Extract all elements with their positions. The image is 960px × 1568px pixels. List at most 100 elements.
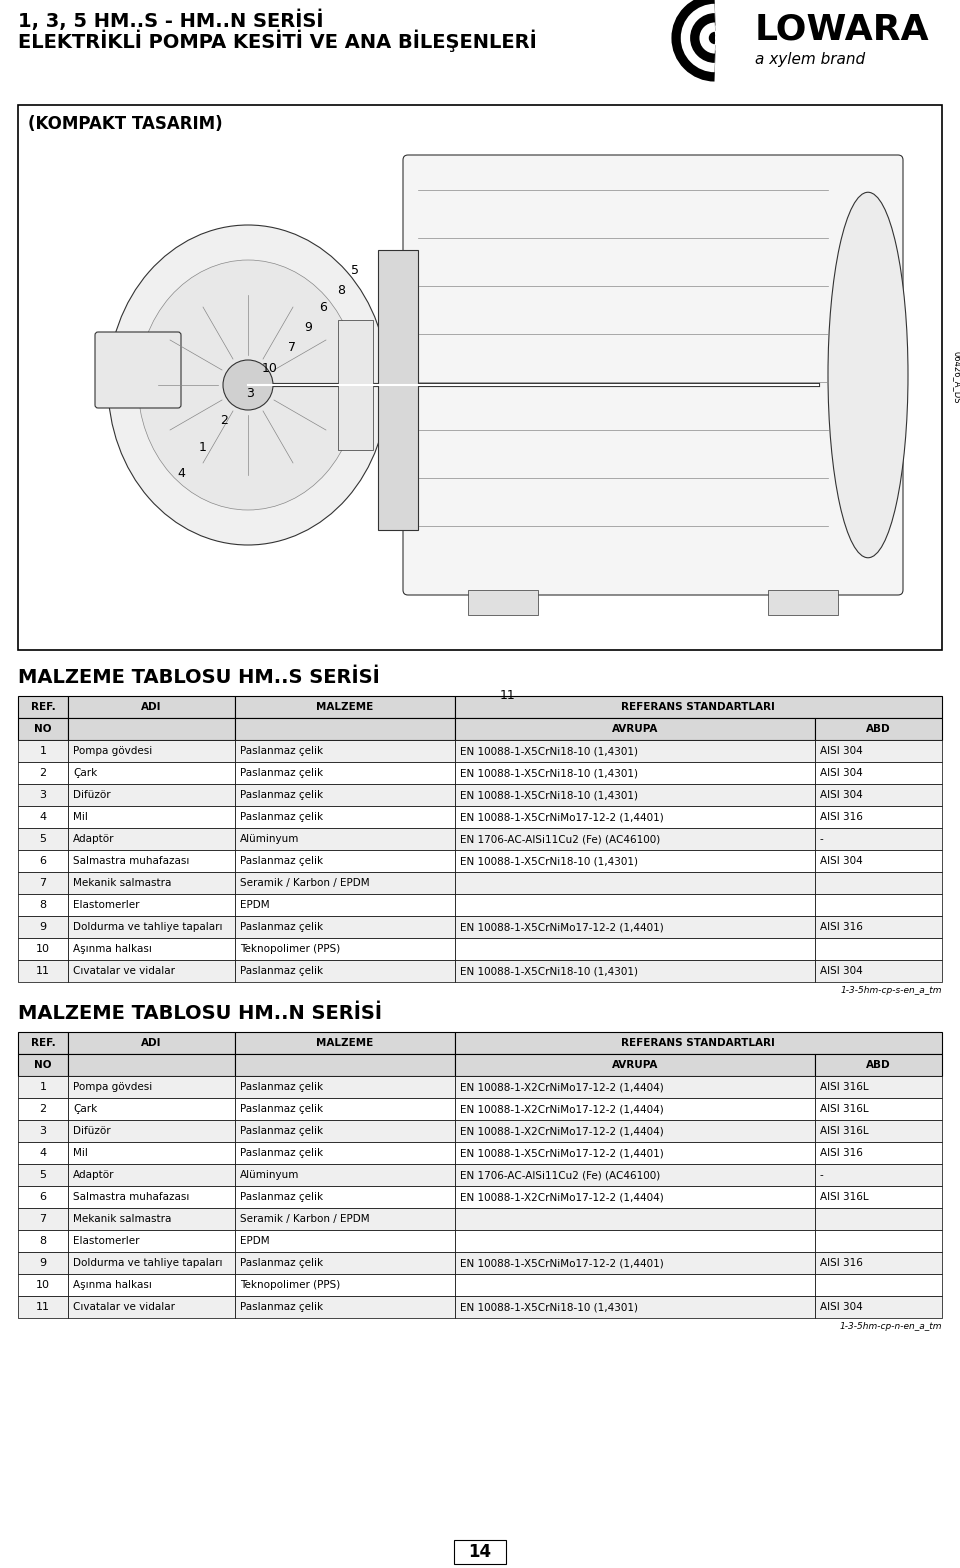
Bar xyxy=(815,784,942,806)
Text: EN 10088-1-X2CrNiMo17-12-2 (1,4404): EN 10088-1-X2CrNiMo17-12-2 (1,4404) xyxy=(460,1192,663,1203)
Bar xyxy=(235,1076,455,1098)
Bar xyxy=(235,1142,455,1163)
Text: Paslanmaz çelik: Paslanmaz çelik xyxy=(240,1126,324,1135)
Bar xyxy=(18,960,68,982)
Text: Paslanmaz çelik: Paslanmaz çelik xyxy=(240,812,324,822)
Text: AISI 304: AISI 304 xyxy=(820,768,863,778)
Text: Paslanmaz çelik: Paslanmaz çelik xyxy=(240,1082,324,1091)
Text: Alüminyum: Alüminyum xyxy=(240,1170,300,1181)
Text: ADI: ADI xyxy=(141,702,161,712)
Bar xyxy=(455,1163,815,1185)
Text: 8: 8 xyxy=(39,900,47,909)
Bar xyxy=(815,1163,942,1185)
Bar xyxy=(235,696,455,718)
Text: (KOMPAKT TASARIM): (KOMPAKT TASARIM) xyxy=(28,114,223,133)
Bar xyxy=(235,1207,455,1229)
Bar xyxy=(815,1273,942,1297)
Text: AISI 316: AISI 316 xyxy=(820,1148,863,1159)
Bar xyxy=(68,762,235,784)
Text: 5: 5 xyxy=(39,834,46,844)
Text: EN 10088-1-X5CrNi18-10 (1,4301): EN 10088-1-X5CrNi18-10 (1,4301) xyxy=(460,768,638,778)
Bar xyxy=(68,850,235,872)
Bar xyxy=(18,1054,68,1076)
Text: Salmastra muhafazası: Salmastra muhafazası xyxy=(73,856,189,866)
Bar xyxy=(18,916,68,938)
Bar xyxy=(455,916,815,938)
Text: Doldurma ve tahliye tapaları: Doldurma ve tahliye tapaları xyxy=(73,922,223,931)
Text: 5: 5 xyxy=(351,263,359,276)
Bar xyxy=(455,1054,815,1076)
Text: Çark: Çark xyxy=(73,1104,97,1113)
Text: AISI 304: AISI 304 xyxy=(820,790,863,800)
Text: 3: 3 xyxy=(246,386,254,400)
Bar xyxy=(18,806,68,828)
Bar xyxy=(18,1207,68,1229)
Bar xyxy=(18,1229,68,1251)
Text: EN 10088-1-X5CrNi18-10 (1,4301): EN 10088-1-X5CrNi18-10 (1,4301) xyxy=(460,966,638,975)
Text: AISI 304: AISI 304 xyxy=(820,746,863,756)
Bar xyxy=(455,1185,815,1207)
Bar xyxy=(235,960,455,982)
Bar xyxy=(235,850,455,872)
Text: 1, 3, 5 HM..S - HM..N SERİSİ: 1, 3, 5 HM..S - HM..N SERİSİ xyxy=(18,9,324,31)
Text: Mil: Mil xyxy=(73,1148,88,1159)
Circle shape xyxy=(223,361,273,409)
Text: NO: NO xyxy=(35,1060,52,1069)
Bar xyxy=(18,1273,68,1297)
Bar xyxy=(815,1054,942,1076)
Bar xyxy=(18,1120,68,1142)
Bar xyxy=(18,696,68,718)
Text: REFERANS STANDARTLARI: REFERANS STANDARTLARI xyxy=(621,1038,775,1047)
Text: REFERANS STANDARTLARI: REFERANS STANDARTLARI xyxy=(621,702,775,712)
Text: AVRUPA: AVRUPA xyxy=(612,1060,659,1069)
Text: REF.: REF. xyxy=(31,1038,56,1047)
Bar xyxy=(455,1120,815,1142)
Text: Paslanmaz çelik: Paslanmaz çelik xyxy=(240,856,324,866)
Text: MALZEME TABLOSU HM..N SERİSİ: MALZEME TABLOSU HM..N SERİSİ xyxy=(18,1004,382,1022)
Bar xyxy=(68,696,235,718)
Text: 4: 4 xyxy=(39,1148,47,1159)
Bar xyxy=(455,696,942,718)
Text: ABD: ABD xyxy=(866,1060,890,1069)
Bar xyxy=(235,916,455,938)
Bar xyxy=(815,740,942,762)
Text: LOWARA: LOWARA xyxy=(755,13,929,45)
Circle shape xyxy=(693,16,737,60)
Bar xyxy=(18,1098,68,1120)
Text: Cıvatalar ve vidalar: Cıvatalar ve vidalar xyxy=(73,1301,175,1312)
Bar xyxy=(18,105,942,651)
Text: AISI 316L: AISI 316L xyxy=(820,1082,869,1091)
Bar xyxy=(815,938,942,960)
Bar xyxy=(235,806,455,828)
Text: AVRUPA: AVRUPA xyxy=(612,724,659,734)
Text: EN 10088-1-X5CrNiMo17-12-2 (1,4401): EN 10088-1-X5CrNiMo17-12-2 (1,4401) xyxy=(460,922,663,931)
Bar xyxy=(815,828,942,850)
Text: NO: NO xyxy=(35,724,52,734)
Text: AISI 316L: AISI 316L xyxy=(820,1192,869,1203)
Text: Elastomerler: Elastomerler xyxy=(73,900,139,909)
Text: Aşınma halkası: Aşınma halkası xyxy=(73,1279,152,1290)
Text: Paslanmaz çelik: Paslanmaz çelik xyxy=(240,768,324,778)
Text: EN 10088-1-X2CrNiMo17-12-2 (1,4404): EN 10088-1-X2CrNiMo17-12-2 (1,4404) xyxy=(460,1082,663,1091)
Text: 6: 6 xyxy=(39,1192,46,1203)
Text: AISI 316: AISI 316 xyxy=(820,922,863,931)
Bar xyxy=(454,1540,506,1563)
Bar xyxy=(235,1120,455,1142)
Circle shape xyxy=(705,28,725,49)
Text: Paslanmaz çelik: Paslanmaz çelik xyxy=(240,966,324,975)
Bar xyxy=(18,1032,68,1054)
Bar xyxy=(18,762,68,784)
Text: 10: 10 xyxy=(36,944,50,953)
Text: AISI 316: AISI 316 xyxy=(820,1258,863,1269)
Bar xyxy=(18,740,68,762)
Text: 2: 2 xyxy=(39,1104,47,1113)
Bar xyxy=(455,740,815,762)
Text: 9: 9 xyxy=(304,320,312,334)
Text: ADI: ADI xyxy=(141,1038,161,1047)
Bar xyxy=(815,1076,942,1098)
Bar xyxy=(455,1076,815,1098)
Bar xyxy=(455,850,815,872)
Text: AISI 304: AISI 304 xyxy=(820,856,863,866)
Text: -: - xyxy=(820,834,824,844)
Bar xyxy=(815,1229,942,1251)
